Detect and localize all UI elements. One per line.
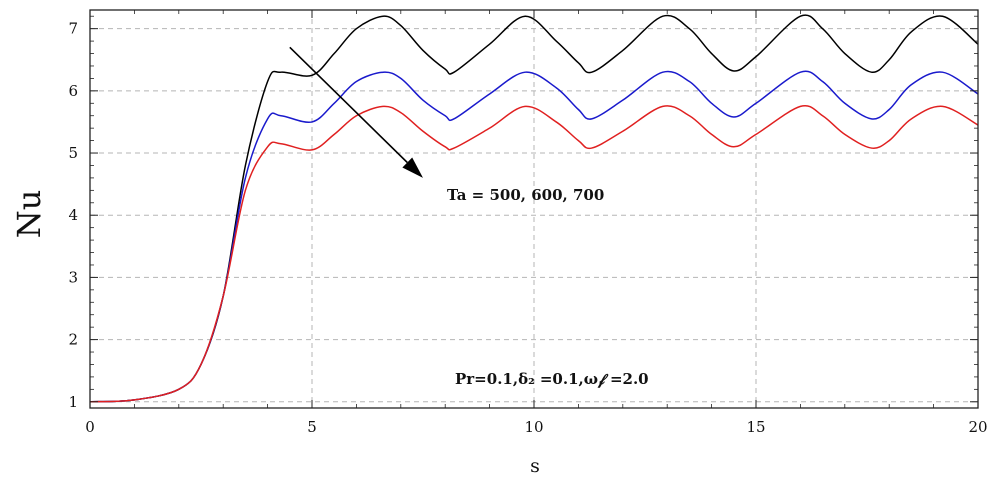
- x-tick-label: 20: [968, 418, 987, 436]
- x-tick-label: 5: [307, 418, 317, 436]
- y-tick-label: 4: [68, 206, 78, 224]
- y-tick-label: 1: [68, 393, 78, 411]
- grid: [90, 10, 978, 408]
- annotation-arrowhead: [402, 157, 423, 178]
- series-layer: [89, 14, 979, 403]
- x-tick-label: 10: [524, 418, 543, 436]
- x-axis-label: s: [530, 455, 540, 477]
- y-tick-label: 3: [68, 268, 78, 286]
- y-tick-label: 6: [68, 82, 78, 100]
- y-tick-label: 5: [68, 144, 78, 162]
- y-tick-label: 7: [68, 20, 78, 38]
- y-tick-label: 2: [68, 331, 78, 349]
- x-tick-label: 0: [85, 418, 95, 436]
- params-annotation: Pr=0.1,δ₂ =0.1,ω𝒻 =2.0: [455, 370, 649, 388]
- ticks: [89, 10, 979, 408]
- ta-annotation: Ta = 500, 600, 700: [447, 186, 604, 204]
- y-axis-label: Nu: [10, 190, 48, 239]
- series-line-blue: [89, 70, 979, 403]
- series-line-red: [89, 104, 979, 403]
- series-line-black: [89, 14, 979, 403]
- annotation-layer: [289, 46, 423, 178]
- annotation-arrow: [289, 46, 408, 164]
- x-tick-label: 15: [746, 418, 765, 436]
- tick-labels: 0 5 10 15 20 1 2 3 4 5 6 7: [68, 20, 987, 436]
